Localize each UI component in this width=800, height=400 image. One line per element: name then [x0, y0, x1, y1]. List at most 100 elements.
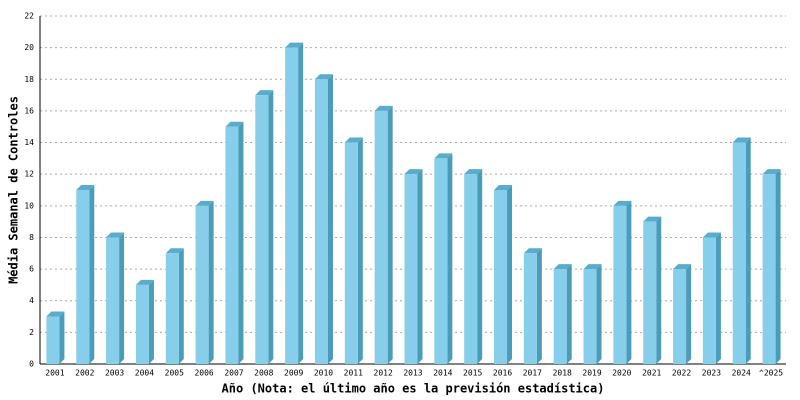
x-tick-label: ^2025 — [759, 369, 783, 378]
bar-face — [553, 269, 567, 364]
bar-face — [357, 137, 363, 364]
bar — [523, 248, 542, 364]
bar-face — [135, 279, 154, 285]
bar-face — [613, 200, 632, 206]
bar-face — [745, 137, 751, 364]
bar-face — [119, 232, 125, 364]
bar-face — [434, 158, 448, 364]
bar — [106, 232, 125, 364]
x-tick-label: 2017 — [523, 369, 542, 378]
x-tick-label: 2002 — [75, 369, 94, 378]
y-tick-label: 0 — [29, 360, 34, 369]
x-tick-label: 2005 — [165, 369, 184, 378]
bar-face — [583, 264, 602, 270]
bar-face — [225, 126, 239, 365]
bar-face — [417, 169, 423, 364]
x-tick-label: 2006 — [194, 369, 213, 378]
x-tick-label: 2020 — [612, 369, 631, 378]
bar-face — [762, 169, 781, 175]
bar-face — [59, 311, 65, 364]
y-tick-label: 10 — [24, 201, 34, 210]
bar — [374, 105, 393, 364]
bar-face — [238, 121, 244, 365]
y-tick-label: 2 — [29, 328, 34, 337]
bar — [135, 279, 154, 364]
x-tick-label: 2003 — [105, 369, 124, 378]
bar-face — [314, 74, 333, 80]
bar-face — [255, 95, 269, 364]
bar-face — [106, 237, 120, 364]
bar — [225, 121, 244, 365]
bar-face — [135, 284, 149, 364]
bar-face — [148, 279, 154, 364]
bar-face — [76, 190, 90, 364]
bar-face — [613, 205, 627, 364]
bar-face — [46, 316, 60, 364]
bar — [464, 169, 483, 364]
bar-face — [374, 105, 393, 111]
bar — [613, 200, 632, 364]
bar-face — [494, 190, 508, 364]
bar — [46, 311, 65, 364]
bar-face — [314, 79, 328, 364]
bar-face — [702, 232, 721, 238]
bar-face — [673, 264, 692, 270]
bar-face — [46, 311, 65, 317]
bar-face — [464, 169, 483, 175]
bar — [344, 137, 363, 364]
bar-face — [477, 169, 483, 364]
bar-face — [387, 105, 393, 364]
x-tick-label: 2007 — [224, 369, 243, 378]
bar — [702, 232, 721, 364]
bar-face — [268, 90, 274, 364]
bar-face — [596, 264, 602, 364]
x-tick-label: 2014 — [433, 369, 452, 378]
bar-face — [553, 264, 572, 270]
bar — [673, 264, 692, 364]
bar-face — [643, 216, 662, 222]
bar-face — [434, 153, 453, 159]
bar-face — [225, 121, 244, 127]
bar — [255, 90, 274, 364]
bar-face — [643, 221, 657, 364]
bar — [762, 169, 781, 364]
y-tick-label: 14 — [24, 138, 34, 147]
bar-face — [344, 137, 363, 143]
x-tick-label: 2024 — [732, 369, 751, 378]
x-axis-label: Año (Nota: el último año es la previsión… — [222, 382, 605, 396]
y-tick-label: 18 — [24, 75, 34, 84]
bar-face — [165, 248, 184, 254]
x-tick-label: 2009 — [284, 369, 303, 378]
x-tick-label: 2011 — [344, 369, 363, 378]
bar-face — [285, 47, 299, 365]
bar-face — [344, 142, 358, 364]
bar-face — [732, 142, 746, 364]
bar-face — [523, 253, 537, 364]
x-tick-label: 2018 — [553, 369, 572, 378]
bar — [732, 137, 751, 364]
y-axis-label: Média Semanal de Controles — [7, 96, 21, 284]
bar-face — [165, 253, 179, 364]
bar-face — [566, 264, 572, 364]
bar — [494, 185, 513, 364]
bar-face — [523, 248, 542, 254]
bar-face — [702, 237, 716, 364]
x-tick-label: 2008 — [254, 369, 273, 378]
x-tick-label: 2010 — [314, 369, 333, 378]
bar — [583, 264, 602, 364]
x-tick-label: 2012 — [374, 369, 393, 378]
x-tick-label: 2021 — [642, 369, 661, 378]
x-tick-label: 2004 — [135, 369, 154, 378]
bar — [195, 200, 214, 364]
x-tick-label: 2022 — [672, 369, 691, 378]
bar-face — [626, 200, 632, 364]
bar-face — [447, 153, 453, 364]
bar-face — [195, 205, 209, 364]
bar — [76, 185, 95, 364]
bar-face — [106, 232, 125, 238]
bar — [553, 264, 572, 364]
bar-face — [732, 137, 751, 143]
x-tick-label: 2019 — [582, 369, 601, 378]
